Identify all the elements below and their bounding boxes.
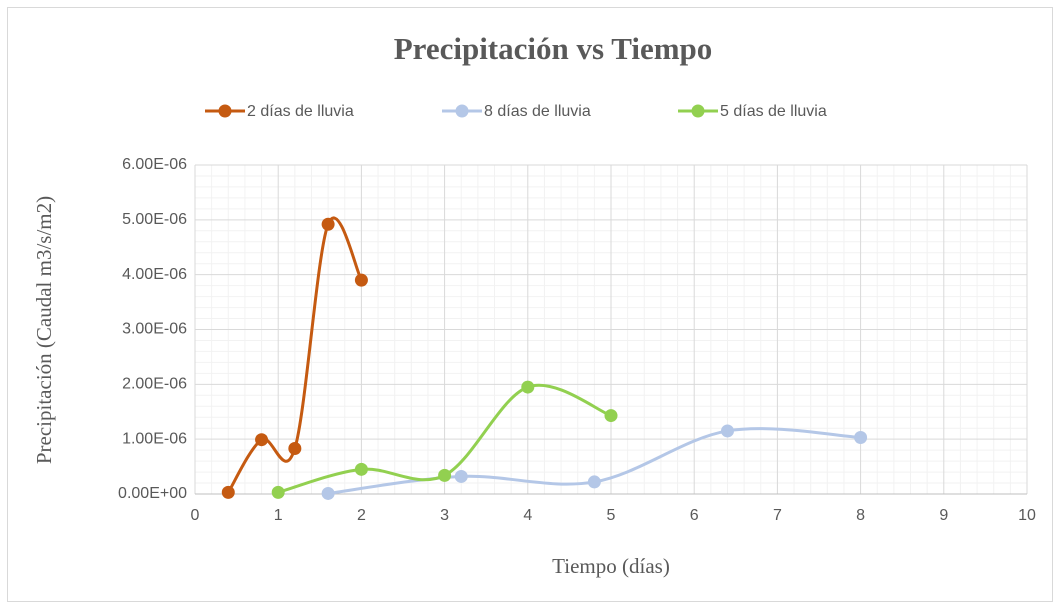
x-tick-label: 5 (607, 507, 616, 524)
legend-label: 2 días de lluvia (247, 103, 354, 120)
y-tick-label: 3.00E-06 (122, 321, 187, 338)
x-tick-label: 9 (939, 507, 948, 524)
y-tick-label: 0.00E+00 (118, 485, 187, 502)
marker (321, 486, 335, 500)
marker (354, 273, 368, 287)
x-tick-label: 7 (773, 507, 782, 524)
marker (354, 462, 368, 476)
x-tick-label: 6 (690, 507, 699, 524)
marker (454, 469, 468, 483)
marker (438, 468, 452, 482)
legend-label: 8 días de lluvia (484, 103, 591, 120)
x-tick-label: 1 (274, 507, 283, 524)
y-tick-label: 6.00E-06 (122, 156, 187, 173)
x-tick-label: 2 (357, 507, 366, 524)
marker (271, 485, 285, 499)
y-tick-label: 4.00E-06 (122, 266, 187, 283)
marker (720, 424, 734, 438)
marker (587, 475, 601, 489)
x-tick-label: 4 (523, 507, 532, 524)
marker (288, 441, 302, 455)
y-tick-label: 1.00E-06 (122, 430, 187, 447)
x-tick-label: 8 (856, 507, 865, 524)
y-axis-label: Precipitación (Caudal m3/s/m2) (32, 196, 56, 464)
marker (221, 485, 235, 499)
marker (255, 433, 269, 447)
x-tick-label: 3 (440, 507, 449, 524)
legend-label: 5 días de lluvia (720, 103, 827, 120)
chart-border (7, 7, 1053, 602)
marker (521, 380, 535, 394)
legend-marker (691, 104, 705, 118)
x-tick-label: 10 (1018, 507, 1036, 524)
marker (604, 409, 618, 423)
x-tick-label: 0 (191, 507, 200, 524)
y-tick-label: 5.00E-06 (122, 211, 187, 228)
x-axis-label: Tiempo (días) (552, 554, 670, 578)
y-tick-label: 2.00E-06 (122, 376, 187, 393)
marker (854, 431, 868, 445)
legend-marker (455, 104, 469, 118)
chart-title: Precipitación vs Tiempo (394, 31, 713, 66)
marker (321, 217, 335, 231)
legend-marker (218, 104, 232, 118)
